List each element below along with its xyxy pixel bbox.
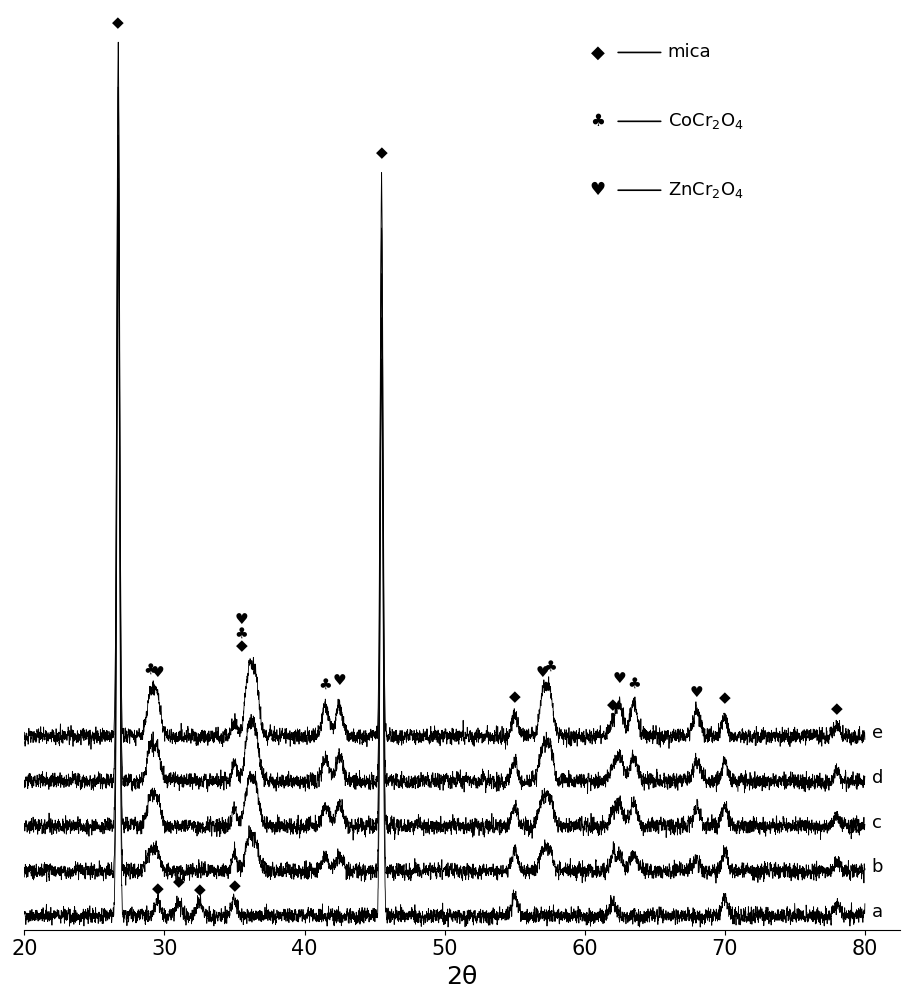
- Text: ♥: ♥: [536, 665, 549, 680]
- Text: a: a: [872, 903, 883, 921]
- Text: ♣: ♣: [627, 676, 640, 691]
- Text: ◆: ◆: [112, 15, 124, 30]
- Text: ♣: ♣: [543, 658, 557, 673]
- Text: ◆: ◆: [375, 145, 387, 160]
- Text: ◆: ◆: [151, 881, 163, 896]
- Text: ♥: ♥: [690, 685, 703, 700]
- Text: d: d: [872, 769, 884, 787]
- Text: CoCr$_2$O$_4$: CoCr$_2$O$_4$: [668, 111, 743, 131]
- Text: e: e: [872, 724, 883, 742]
- Text: ◆: ◆: [229, 878, 241, 893]
- Text: ♥: ♥: [150, 665, 164, 680]
- Text: ♥: ♥: [589, 181, 606, 199]
- Text: b: b: [872, 858, 884, 876]
- Text: ◆: ◆: [236, 638, 248, 653]
- Text: ◆: ◆: [508, 689, 520, 704]
- Text: ◆: ◆: [831, 701, 843, 716]
- Text: mica: mica: [668, 43, 711, 61]
- Text: ♣: ♣: [235, 625, 249, 640]
- Text: ♣: ♣: [319, 676, 333, 691]
- Text: ◆: ◆: [172, 875, 184, 890]
- Text: ◆: ◆: [194, 882, 205, 897]
- Text: ♥: ♥: [333, 673, 346, 688]
- Text: ◆: ◆: [591, 43, 605, 61]
- X-axis label: 2θ: 2θ: [446, 965, 477, 989]
- Text: ♣: ♣: [144, 662, 158, 677]
- Text: ♣: ♣: [590, 112, 605, 130]
- Text: ♥: ♥: [613, 671, 627, 686]
- Text: ◆: ◆: [719, 690, 731, 705]
- Text: c: c: [872, 814, 882, 832]
- Text: ◆: ◆: [607, 697, 619, 712]
- Text: ♥: ♥: [235, 612, 249, 627]
- Text: ZnCr$_2$O$_4$: ZnCr$_2$O$_4$: [668, 180, 744, 200]
